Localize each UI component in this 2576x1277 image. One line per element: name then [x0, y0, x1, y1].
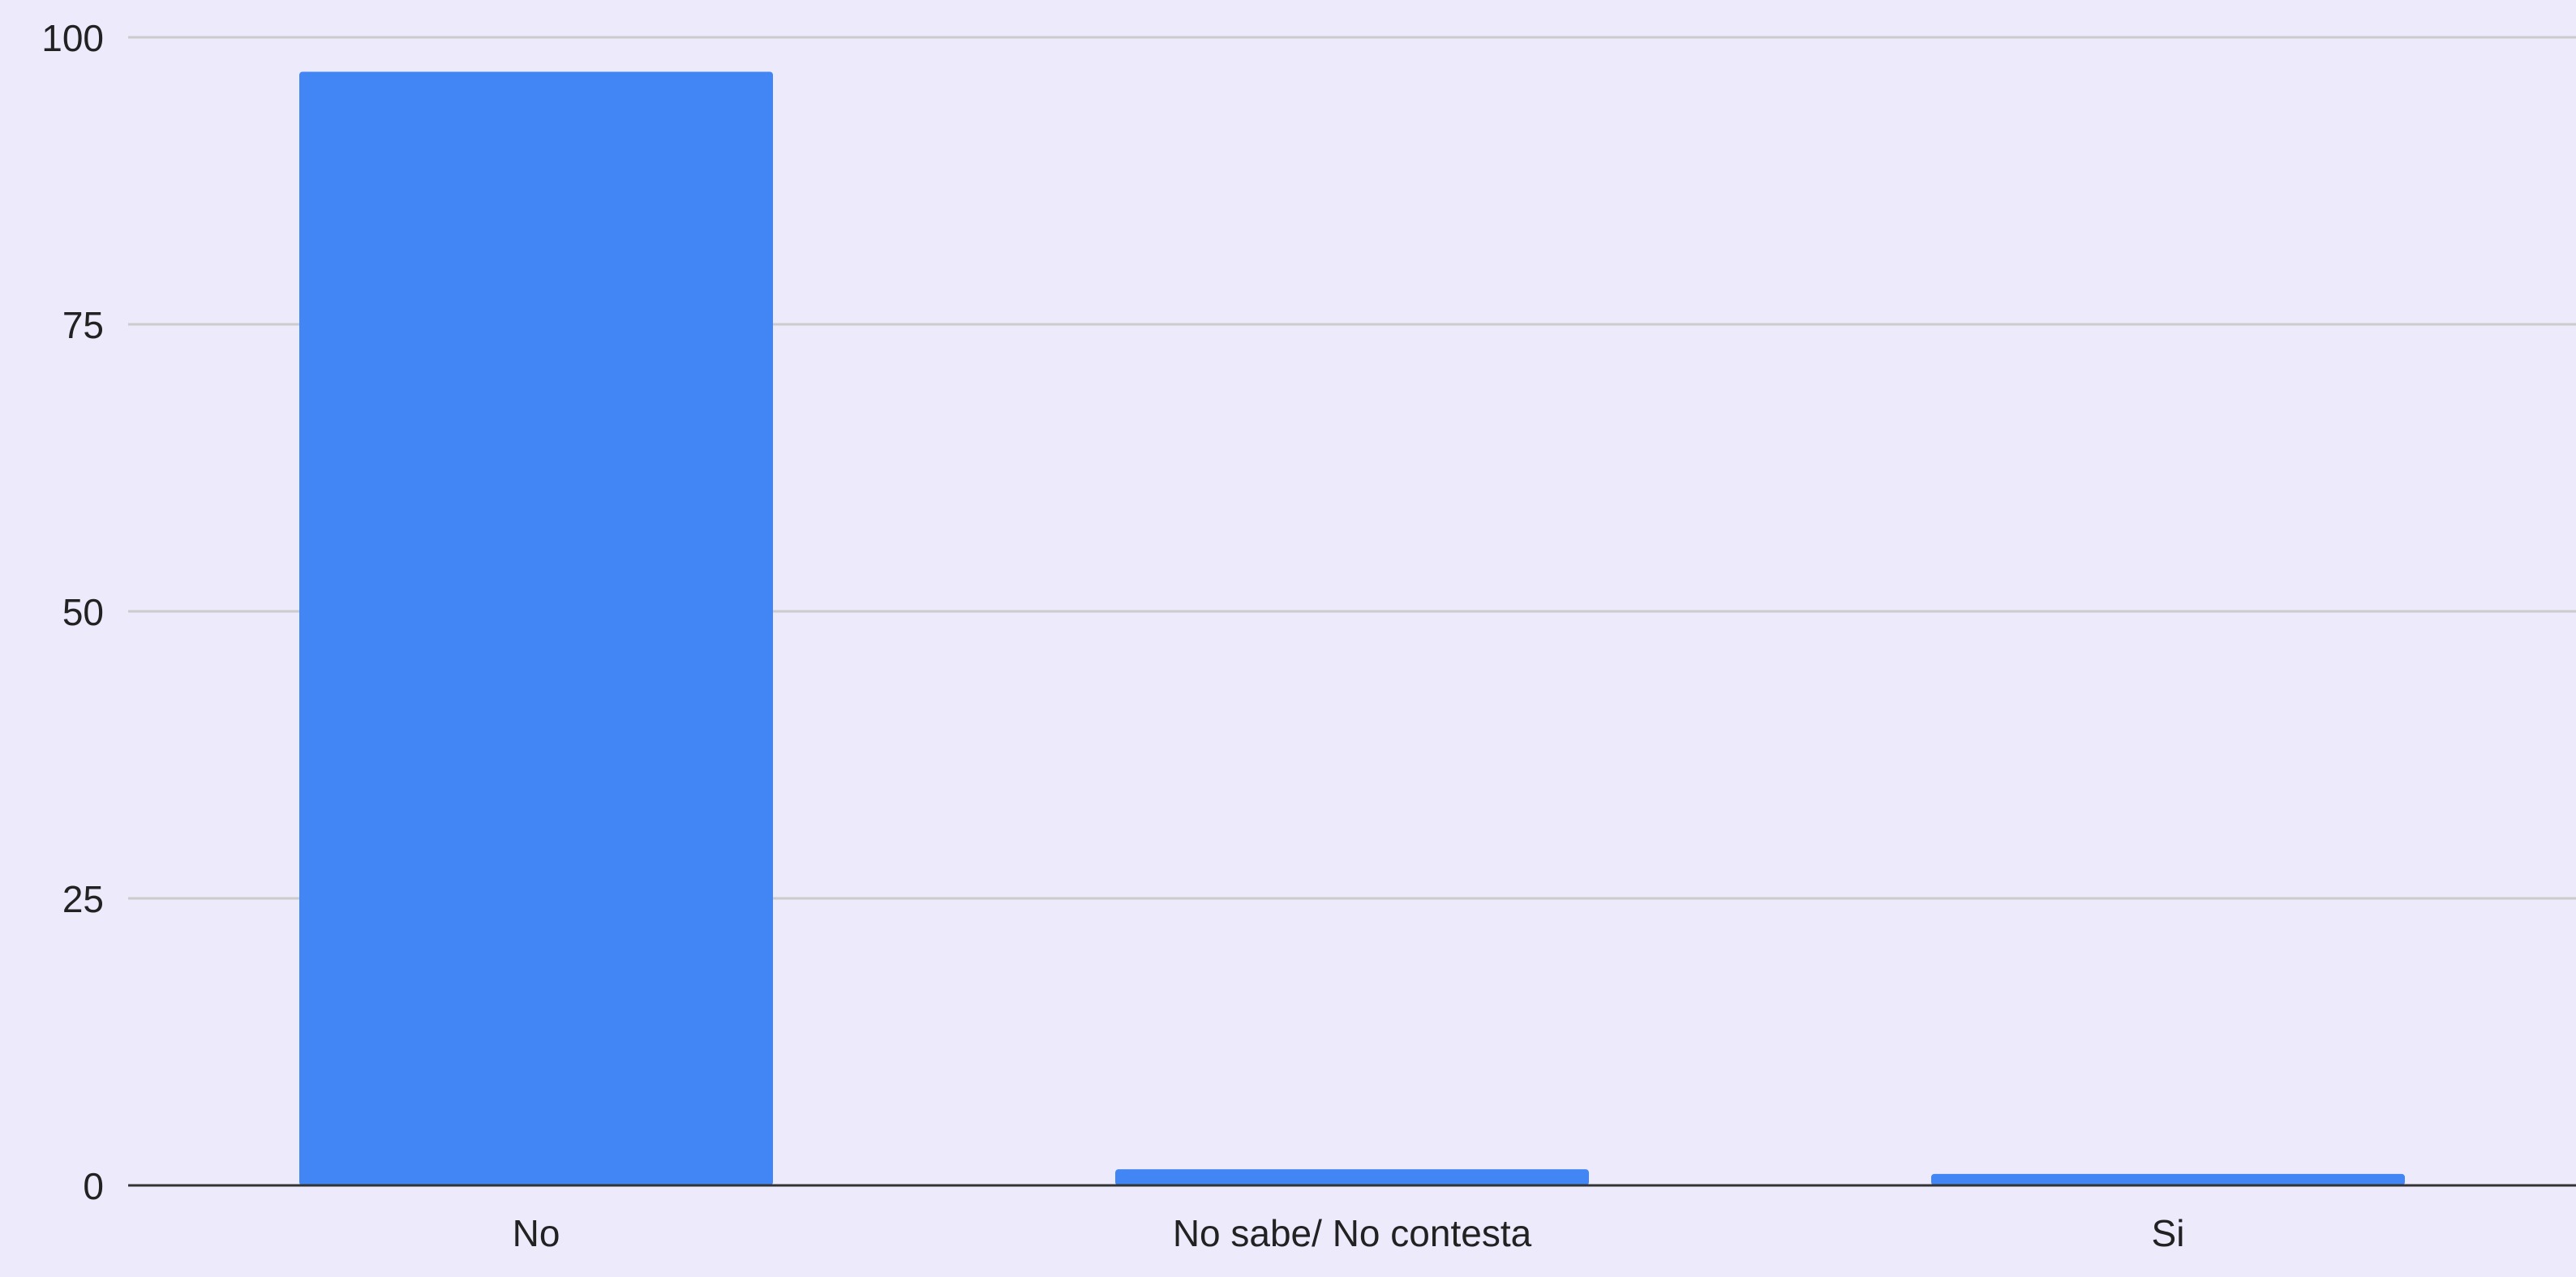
bar-no: [299, 71, 773, 1186]
bar-no-sabe-no-contesta: [1115, 1169, 1589, 1185]
y-tick-label: 50: [62, 591, 104, 633]
bars: [299, 71, 2405, 1186]
y-tick-label: 0: [83, 1165, 104, 1207]
y-tick-labels: 0 25 50 75 100: [41, 17, 104, 1207]
y-tick-label: 75: [62, 304, 104, 346]
y-tick-label: 100: [41, 17, 104, 59]
x-tick-label: No: [513, 1212, 560, 1254]
x-tick-label: Si: [2152, 1212, 2185, 1254]
y-tick-label: 25: [62, 878, 104, 920]
bar-si: [1931, 1173, 2405, 1185]
x-tick-label: No sabe/ No contesta: [1173, 1212, 1532, 1254]
x-tick-labels: No No sabe/ No contesta Si: [513, 1212, 2185, 1254]
